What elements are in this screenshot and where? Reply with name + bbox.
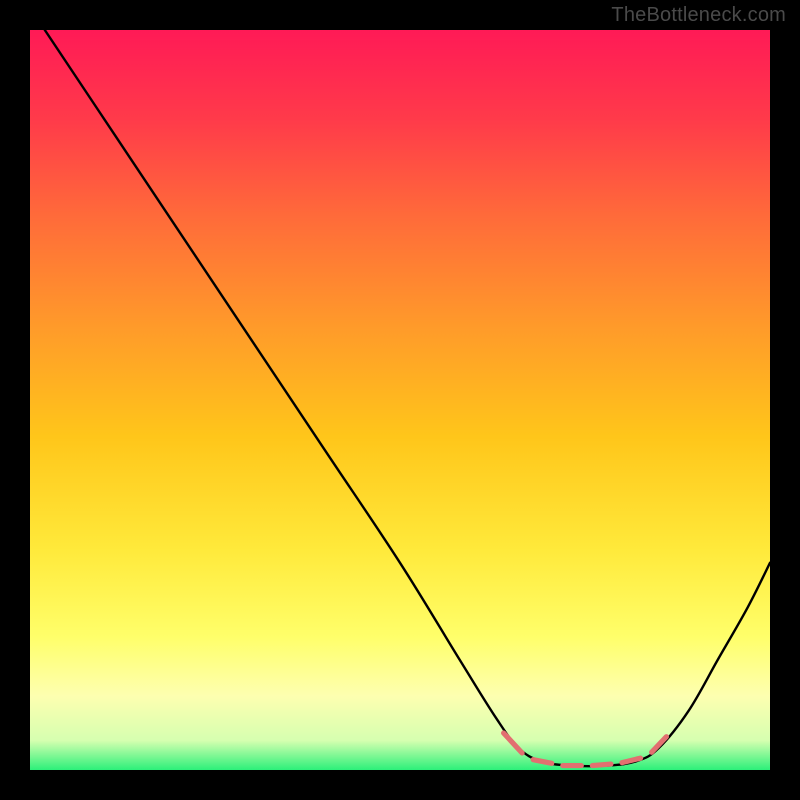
watermark-text: TheBottleneck.com: [611, 4, 786, 27]
bottleneck-chart: [30, 30, 770, 770]
plot-container: [30, 30, 770, 770]
valley-dash: [533, 760, 552, 764]
gradient-background: [30, 30, 770, 770]
valley-dash: [592, 764, 611, 765]
chart-frame: TheBottleneck.com: [0, 0, 800, 800]
